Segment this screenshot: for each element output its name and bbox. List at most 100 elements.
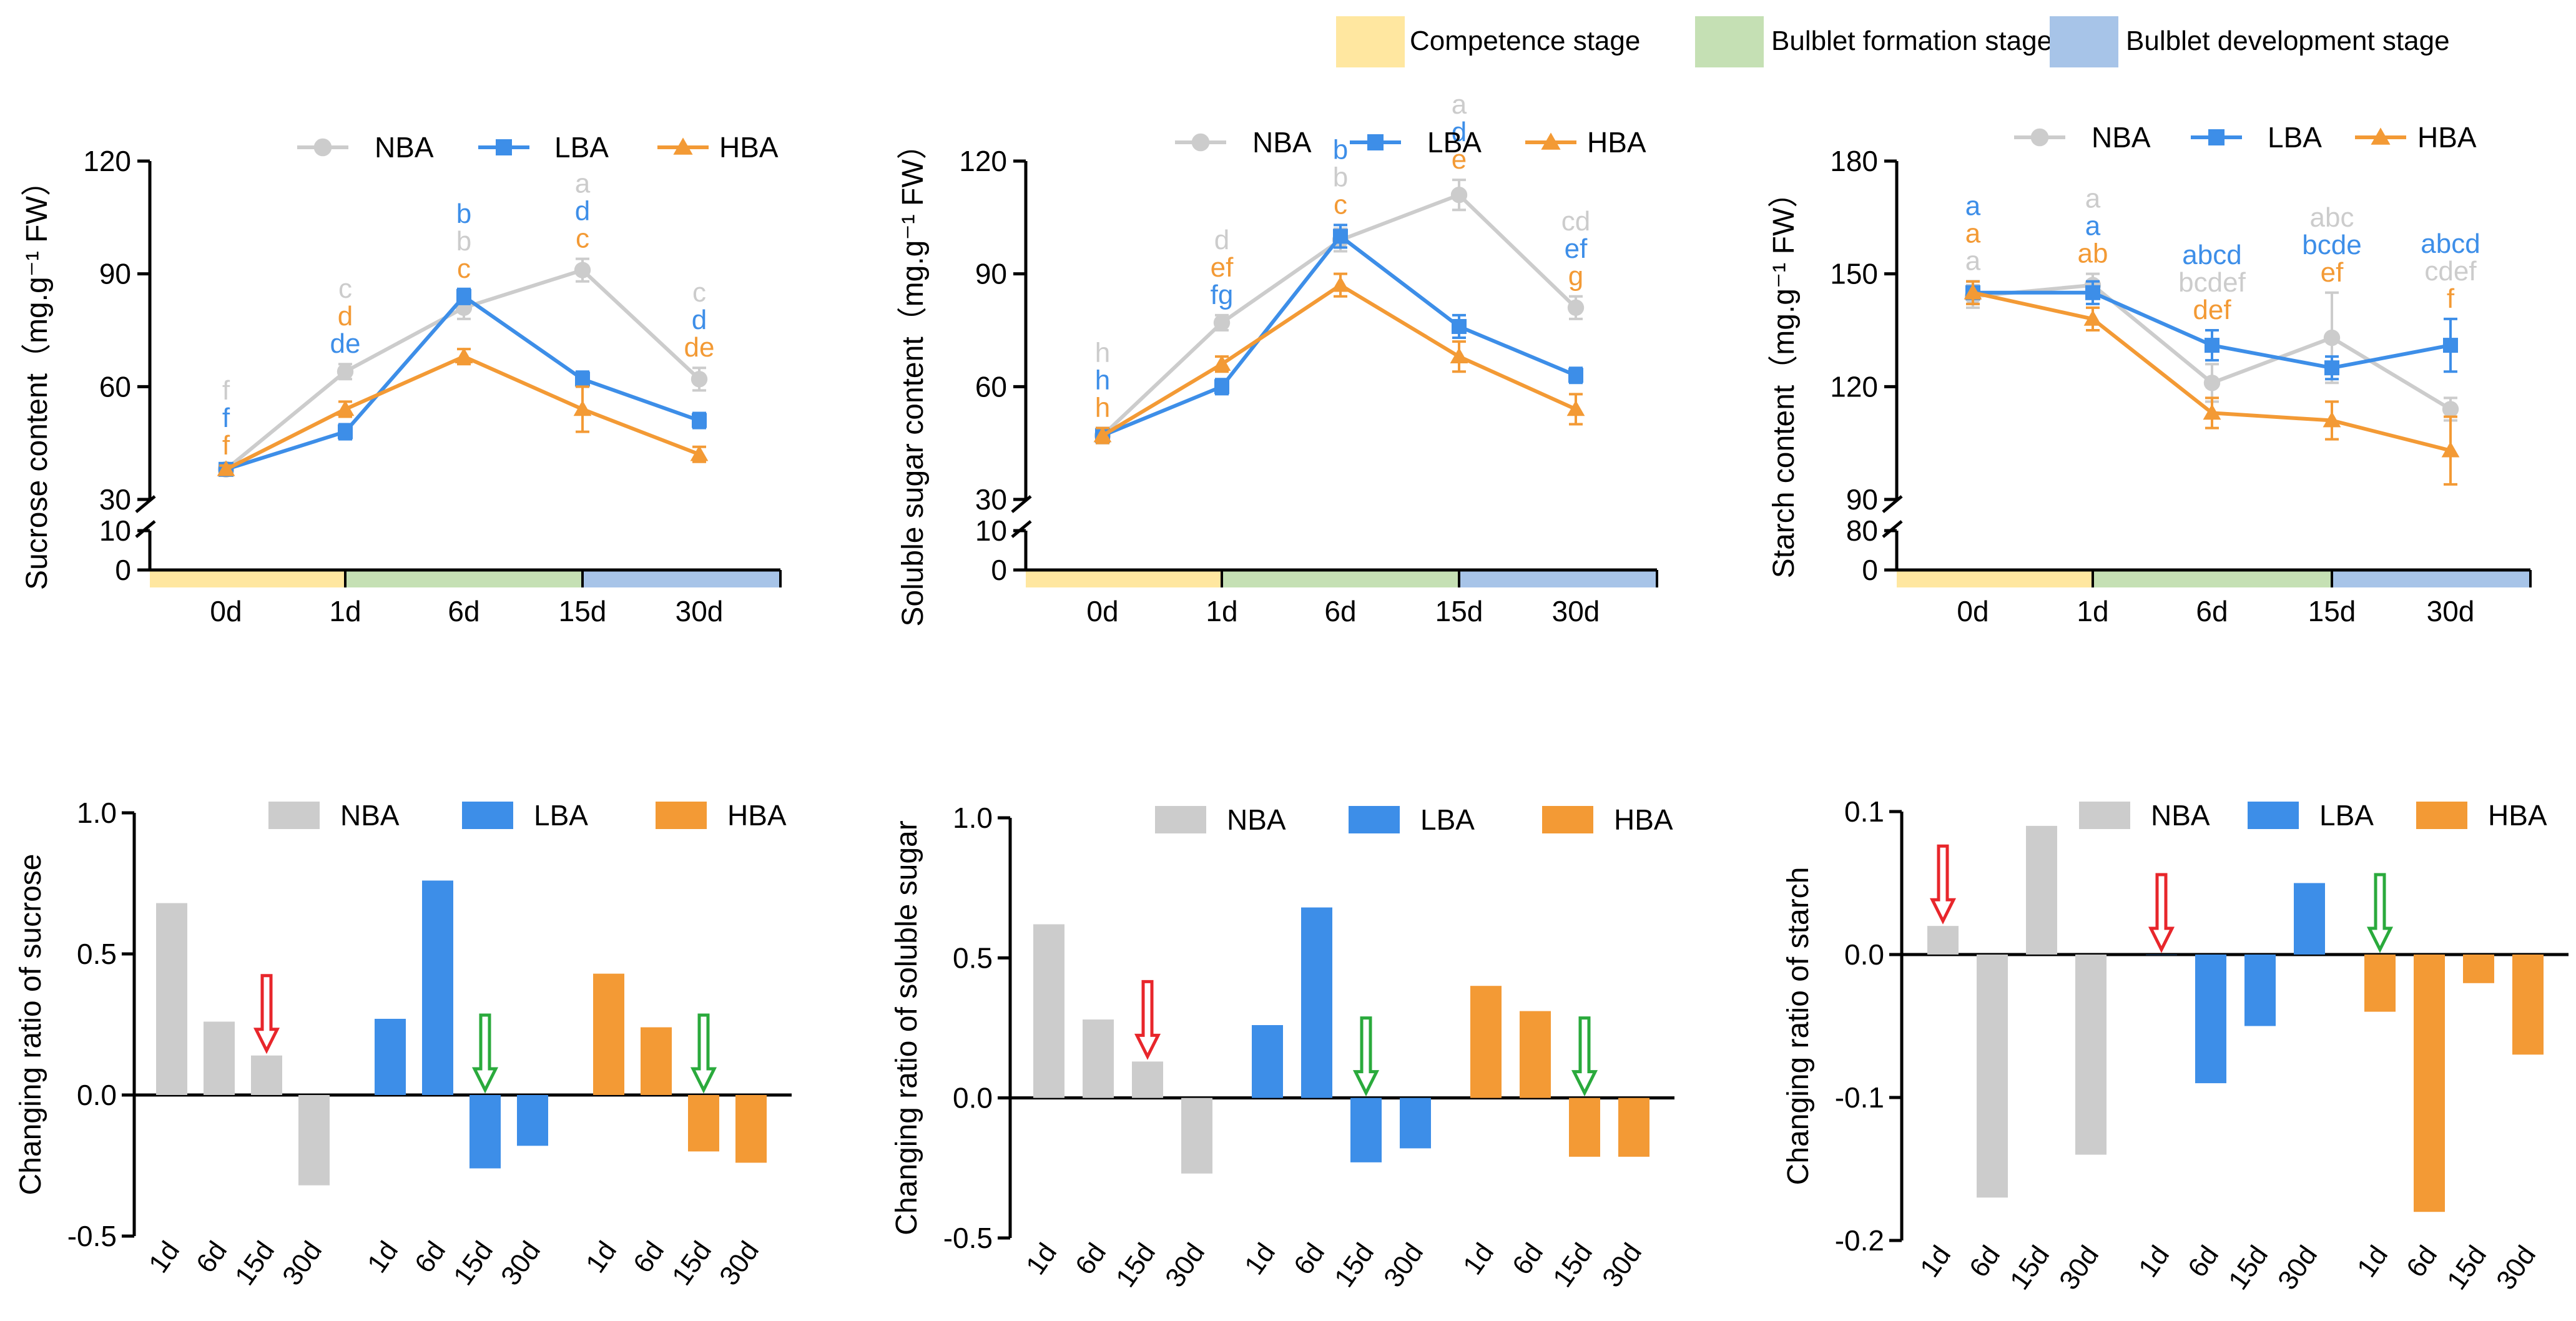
stage-bar-segment	[150, 570, 345, 587]
legend-label: LBA	[1420, 803, 1475, 836]
legend-label: HBA	[1587, 126, 1646, 159]
sucrose-ratio-panel: -0.5 0.0 0.5 1.0 Changing ratio of sucrose 1d…	[14, 797, 792, 1291]
marker-nba	[313, 138, 332, 157]
y-tick-label: 0.0	[953, 1082, 993, 1114]
x-tick-label: 1d	[2351, 1240, 2394, 1283]
indicator-arrow-red	[253, 974, 280, 1054]
y-tick-label: 0	[1862, 554, 1878, 586]
marker-hba	[1093, 426, 1112, 443]
significance-letter: cd	[1561, 206, 1590, 237]
legend-item-hba: HBA	[2416, 799, 2547, 832]
stage-bar-segment	[2332, 570, 2530, 587]
legend-label: HBA	[2417, 121, 2477, 154]
stage-bar-segment	[1026, 570, 1222, 587]
x-tick-label: 6d	[2196, 595, 2228, 627]
series-hba	[1964, 280, 2460, 486]
bar	[375, 1018, 406, 1095]
marker-nba	[574, 262, 591, 278]
marker-lba	[692, 413, 707, 428]
marker-lba	[1367, 134, 1384, 150]
x-tick-label: 30d	[1378, 1238, 1429, 1293]
bar	[1181, 1098, 1212, 1174]
significance-letter: ef	[2321, 257, 2344, 288]
y-axis-label: Sucrose content（mg.g⁻¹ FW）	[21, 166, 54, 590]
marker-hba	[336, 400, 355, 416]
significance-letter: f	[222, 403, 230, 433]
y-tick-label: 30	[975, 483, 1007, 516]
significance-letter: d	[1214, 225, 1229, 255]
y-tick-label: 0.5	[77, 938, 117, 970]
y-tick-label: 0.5	[953, 941, 993, 974]
stage-legend-label: Bulblet formation stage	[1771, 26, 2052, 56]
marker-lba	[2443, 338, 2458, 353]
soluble-sugar-content-panel: 30 60 90 120 0 10 0d 1d 6d 15d 30d Soluble sugar co…	[897, 89, 1658, 627]
bar	[1618, 1098, 1649, 1157]
sucrose-content-panel: 30 60 90 120 0 10 0d 1d 6d 15d 30d Sucrose content（…	[21, 131, 782, 627]
legend-label: HBA	[2488, 799, 2547, 832]
marker-hba	[1541, 132, 1561, 150]
marker-hba	[2203, 404, 2221, 420]
y-tick-label: 180	[1830, 145, 1878, 177]
significance-letter: b	[456, 226, 471, 257]
x-tick-label: 15d	[229, 1236, 280, 1291]
significance-letter: de	[684, 332, 715, 363]
bar	[2364, 955, 2396, 1012]
x-tick-label: 0d	[1086, 595, 1118, 627]
bar	[2195, 955, 2226, 1084]
bar	[1301, 907, 1332, 1098]
x-tick-label: 1d	[1206, 595, 1237, 627]
y-tick-label: 1.0	[77, 797, 117, 829]
x-tick-label: 6d	[1507, 1238, 1549, 1280]
y-tick-label: 90	[99, 258, 131, 290]
stage-bar-segment	[1459, 570, 1657, 587]
legend-swatch	[1155, 806, 1206, 833]
significance-letter: ab	[2078, 238, 2108, 269]
bar	[735, 1095, 767, 1163]
y-axis-label: Soluble sugar content（mg.g⁻¹ FW）	[897, 129, 930, 626]
significance-letter: c	[338, 273, 352, 304]
legend-swatch	[656, 802, 707, 829]
indicator-arrow-red	[1929, 844, 1957, 925]
legend-swatch	[2248, 802, 2299, 829]
indicator-arrow-green	[1571, 1016, 1598, 1097]
legend-swatch	[462, 802, 513, 829]
marker-hba	[217, 460, 235, 476]
marker-lba	[575, 371, 590, 387]
marker-nba	[337, 363, 354, 380]
legend-label: NBA	[2151, 799, 2210, 832]
x-tick-label: 15d	[559, 595, 607, 627]
stage-bar-segment	[2093, 570, 2332, 587]
marker-nba	[2203, 375, 2221, 391]
x-tick-label: 6d	[627, 1236, 670, 1279]
y-tick-label: 10	[99, 514, 131, 547]
y-tick-label: 90	[975, 258, 1007, 290]
legend-item-nba: NBA	[2014, 121, 2151, 154]
bar	[469, 1095, 501, 1169]
significance-letter: a	[2085, 184, 2101, 214]
bar	[1520, 1011, 1551, 1098]
x-tick-label: 15d	[2441, 1240, 2492, 1295]
significance-letter: de	[330, 328, 361, 359]
x-tick-label: 6d	[2182, 1240, 2225, 1283]
stage-bar-segment	[583, 570, 780, 587]
legend-label: LBA	[554, 131, 609, 164]
stage-legend-swatch	[1695, 16, 1764, 67]
x-tick-label: 30d	[1552, 595, 1600, 627]
significance-letter: a	[575, 169, 591, 199]
marker-nba	[2323, 329, 2341, 346]
legend-item-hba: HBA	[656, 799, 787, 832]
legend-label: NBA	[1227, 803, 1286, 836]
legend-swatch	[268, 802, 320, 829]
legend-label: NBA	[1252, 126, 1312, 159]
significance-letter: b	[1333, 162, 1348, 192]
series-lba	[1095, 223, 1583, 444]
legend-label: HBA	[1614, 803, 1673, 836]
x-tick-label: 30d	[495, 1236, 546, 1291]
bar	[1252, 1025, 1283, 1098]
significance-letter: bcde	[2302, 230, 2361, 260]
significance-letter: f	[2447, 283, 2455, 314]
significance-letter: fg	[1211, 280, 1234, 310]
